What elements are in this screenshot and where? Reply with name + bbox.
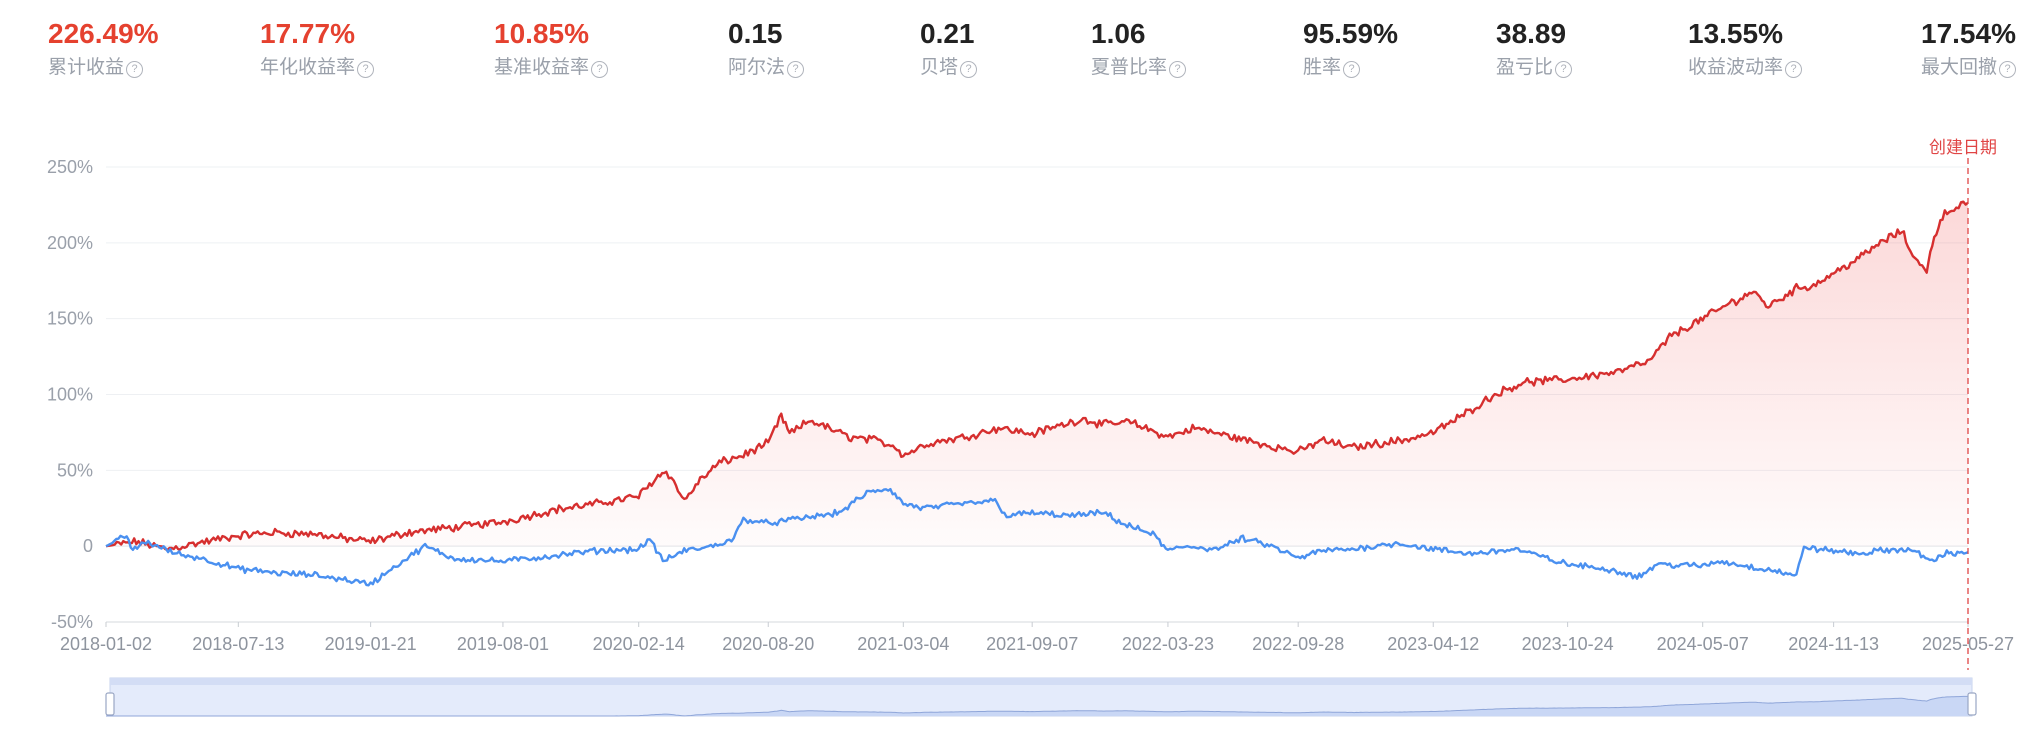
y-tick-label: 150%: [47, 309, 93, 329]
x-tick-label: 2019-08-01: [457, 634, 549, 654]
y-tick-label: 0: [83, 536, 93, 556]
strategy-line[interactable]: [105, 200, 1969, 552]
y-tick-label: 200%: [47, 233, 93, 253]
help-icon[interactable]: ?: [1343, 61, 1361, 78]
x-tick-label: 2024-05-07: [1657, 634, 1749, 654]
help-icon[interactable]: ?: [591, 61, 609, 78]
help-icon[interactable]: ?: [357, 61, 375, 78]
metric-benchmark-return: 10.85% 基准收益率?: [494, 14, 609, 82]
metric-label: 收益波动率?: [1688, 54, 1803, 82]
x-tick-label: 2023-04-12: [1387, 634, 1479, 654]
x-tick-label: 2020-02-14: [593, 634, 685, 654]
creation-date-label: 创建日期: [1929, 138, 1997, 157]
slider-preview-line: [106, 695, 1968, 717]
metric-value: 95.59%: [1303, 18, 1398, 49]
y-tick-label: -50%: [51, 612, 93, 632]
help-icon[interactable]: ?: [787, 61, 805, 78]
metric-label: 基准收益率?: [494, 54, 609, 82]
help-icon[interactable]: ?: [1999, 61, 2017, 78]
y-tick-label: 250%: [47, 157, 93, 177]
return-chart[interactable]: -50% 0 50% 100% 150% 200% 250% 2018-01-02 2018-0…: [0, 130, 2034, 670]
metric-label: 贝塔?: [920, 54, 978, 82]
metric-label: 盈亏比?: [1496, 54, 1573, 82]
slider-preview-area: [106, 696, 1968, 716]
metric-label: 阿尔法?: [728, 54, 805, 82]
metric-value: 10.85%: [494, 18, 589, 49]
metric-value: 0.15: [728, 18, 783, 49]
metric-label: 年化收益率?: [260, 54, 375, 82]
help-icon[interactable]: ?: [126, 61, 144, 78]
slider-top-bar[interactable]: [110, 678, 1972, 685]
metric-max-drawdown: 17.54% 最大回撤?: [1921, 14, 2017, 82]
x-tick-label: 2018-01-02: [60, 634, 152, 654]
metric-alpha: 0.15 阿尔法?: [728, 14, 805, 82]
metric-annualized-return: 17.77% 年化收益率?: [260, 14, 375, 82]
help-icon[interactable]: ?: [960, 61, 978, 78]
benchmark-line[interactable]: [105, 487, 1969, 587]
zoom-slider[interactable]: [0, 672, 2034, 747]
x-tick-label: 2021-03-04: [857, 634, 949, 654]
metric-value: 38.89: [1496, 18, 1567, 49]
y-tick-label: 50%: [57, 460, 93, 480]
metric-value: 0.21: [920, 18, 975, 49]
slider-handle-left[interactable]: [105, 692, 115, 716]
metric-win-rate: 95.59% 胜率?: [1303, 14, 1398, 82]
metric-label: 累计收益?: [48, 54, 159, 82]
x-tick-label: 2023-10-24: [1522, 634, 1614, 654]
metric-beta: 0.21 贝塔?: [920, 14, 978, 82]
metric-label: 夏普比率?: [1091, 54, 1187, 82]
x-tick-label: 2020-08-20: [722, 634, 814, 654]
metric-label: 胜率?: [1303, 54, 1398, 82]
metric-value: 17.54%: [1921, 18, 2016, 49]
metric-profit-loss-ratio: 38.89 盈亏比?: [1496, 14, 1573, 82]
series-area: [106, 201, 1968, 551]
metric-volatility: 13.55% 收益波动率?: [1688, 14, 1803, 82]
metrics-bar: 226.49% 累计收益? 17.77% 年化收益率? 10.85% 基准收益率…: [0, 0, 2034, 100]
metric-cumulative-return: 226.49% 累计收益?: [48, 14, 159, 82]
y-tick-label: 100%: [47, 385, 93, 405]
x-tick-label: 2022-09-28: [1252, 634, 1344, 654]
x-tick-label: 2019-01-21: [325, 634, 417, 654]
metric-sharpe-ratio: 1.06 夏普比率?: [1091, 14, 1187, 82]
help-icon[interactable]: ?: [1555, 61, 1573, 78]
x-tick-label: 2018-07-13: [192, 634, 284, 654]
metric-label: 最大回撤?: [1921, 54, 2017, 82]
metric-value: 1.06: [1091, 18, 1146, 49]
metric-value: 13.55%: [1688, 18, 1783, 49]
x-tick-label: 2022-03-23: [1122, 634, 1214, 654]
metric-value: 17.77%: [260, 18, 355, 49]
x-tick-label: 2021-09-07: [986, 634, 1078, 654]
metric-value: 226.49%: [48, 18, 159, 49]
help-icon[interactable]: ?: [1785, 61, 1803, 78]
help-icon[interactable]: ?: [1169, 61, 1187, 78]
x-tick-label: 2024-11-13: [1788, 634, 1879, 654]
slider-handle-right[interactable]: [1967, 692, 1977, 716]
